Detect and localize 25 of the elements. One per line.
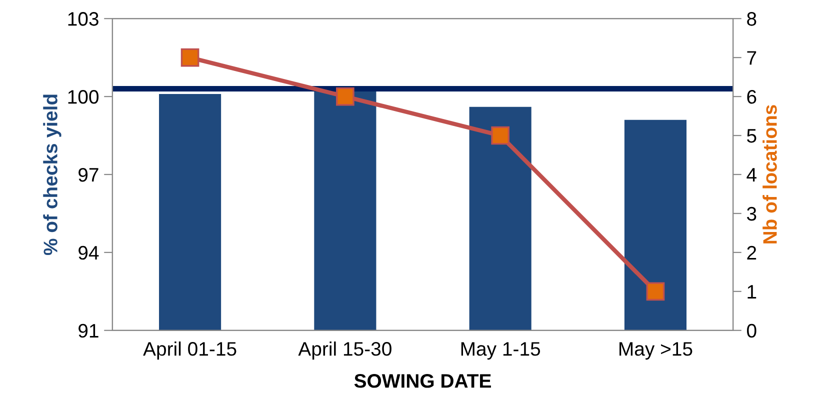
y-axis-title: % of checks yield [43,94,62,256]
y2-tick-label: 6 [747,90,756,104]
y2-tick-label: 4 [746,168,756,182]
y-tick-label: 91 [78,324,98,338]
y2-axis-title: Nb of locations [762,105,777,244]
x-tick-label: April 15-30 [298,342,392,360]
y2-tick-label: 0 [746,324,756,338]
y-tick-label: 100 [68,90,99,104]
x-axis-title: SOWING DATE [354,374,491,388]
y-tick-label: 94 [78,246,99,260]
point [336,87,354,106]
y2-tick-label: 1 [748,285,756,298]
point [646,282,665,301]
y2-tick-label: 8 [747,12,756,26]
point [180,48,200,67]
y2-tick-label: 5 [747,129,756,143]
y-tick-label: 97 [78,168,98,182]
y2-tick-label: 2 [747,246,756,260]
x-tick-label: May >15 [620,342,692,360]
y2-tick-label: 7 [747,51,756,65]
y2-tick-label: 3 [746,206,756,221]
point [491,126,510,145]
x-tick-label: May 1-15 [461,342,540,360]
y-tick-label: 103 [68,12,98,26]
x-tick-label: April 01-15 [143,342,236,360]
